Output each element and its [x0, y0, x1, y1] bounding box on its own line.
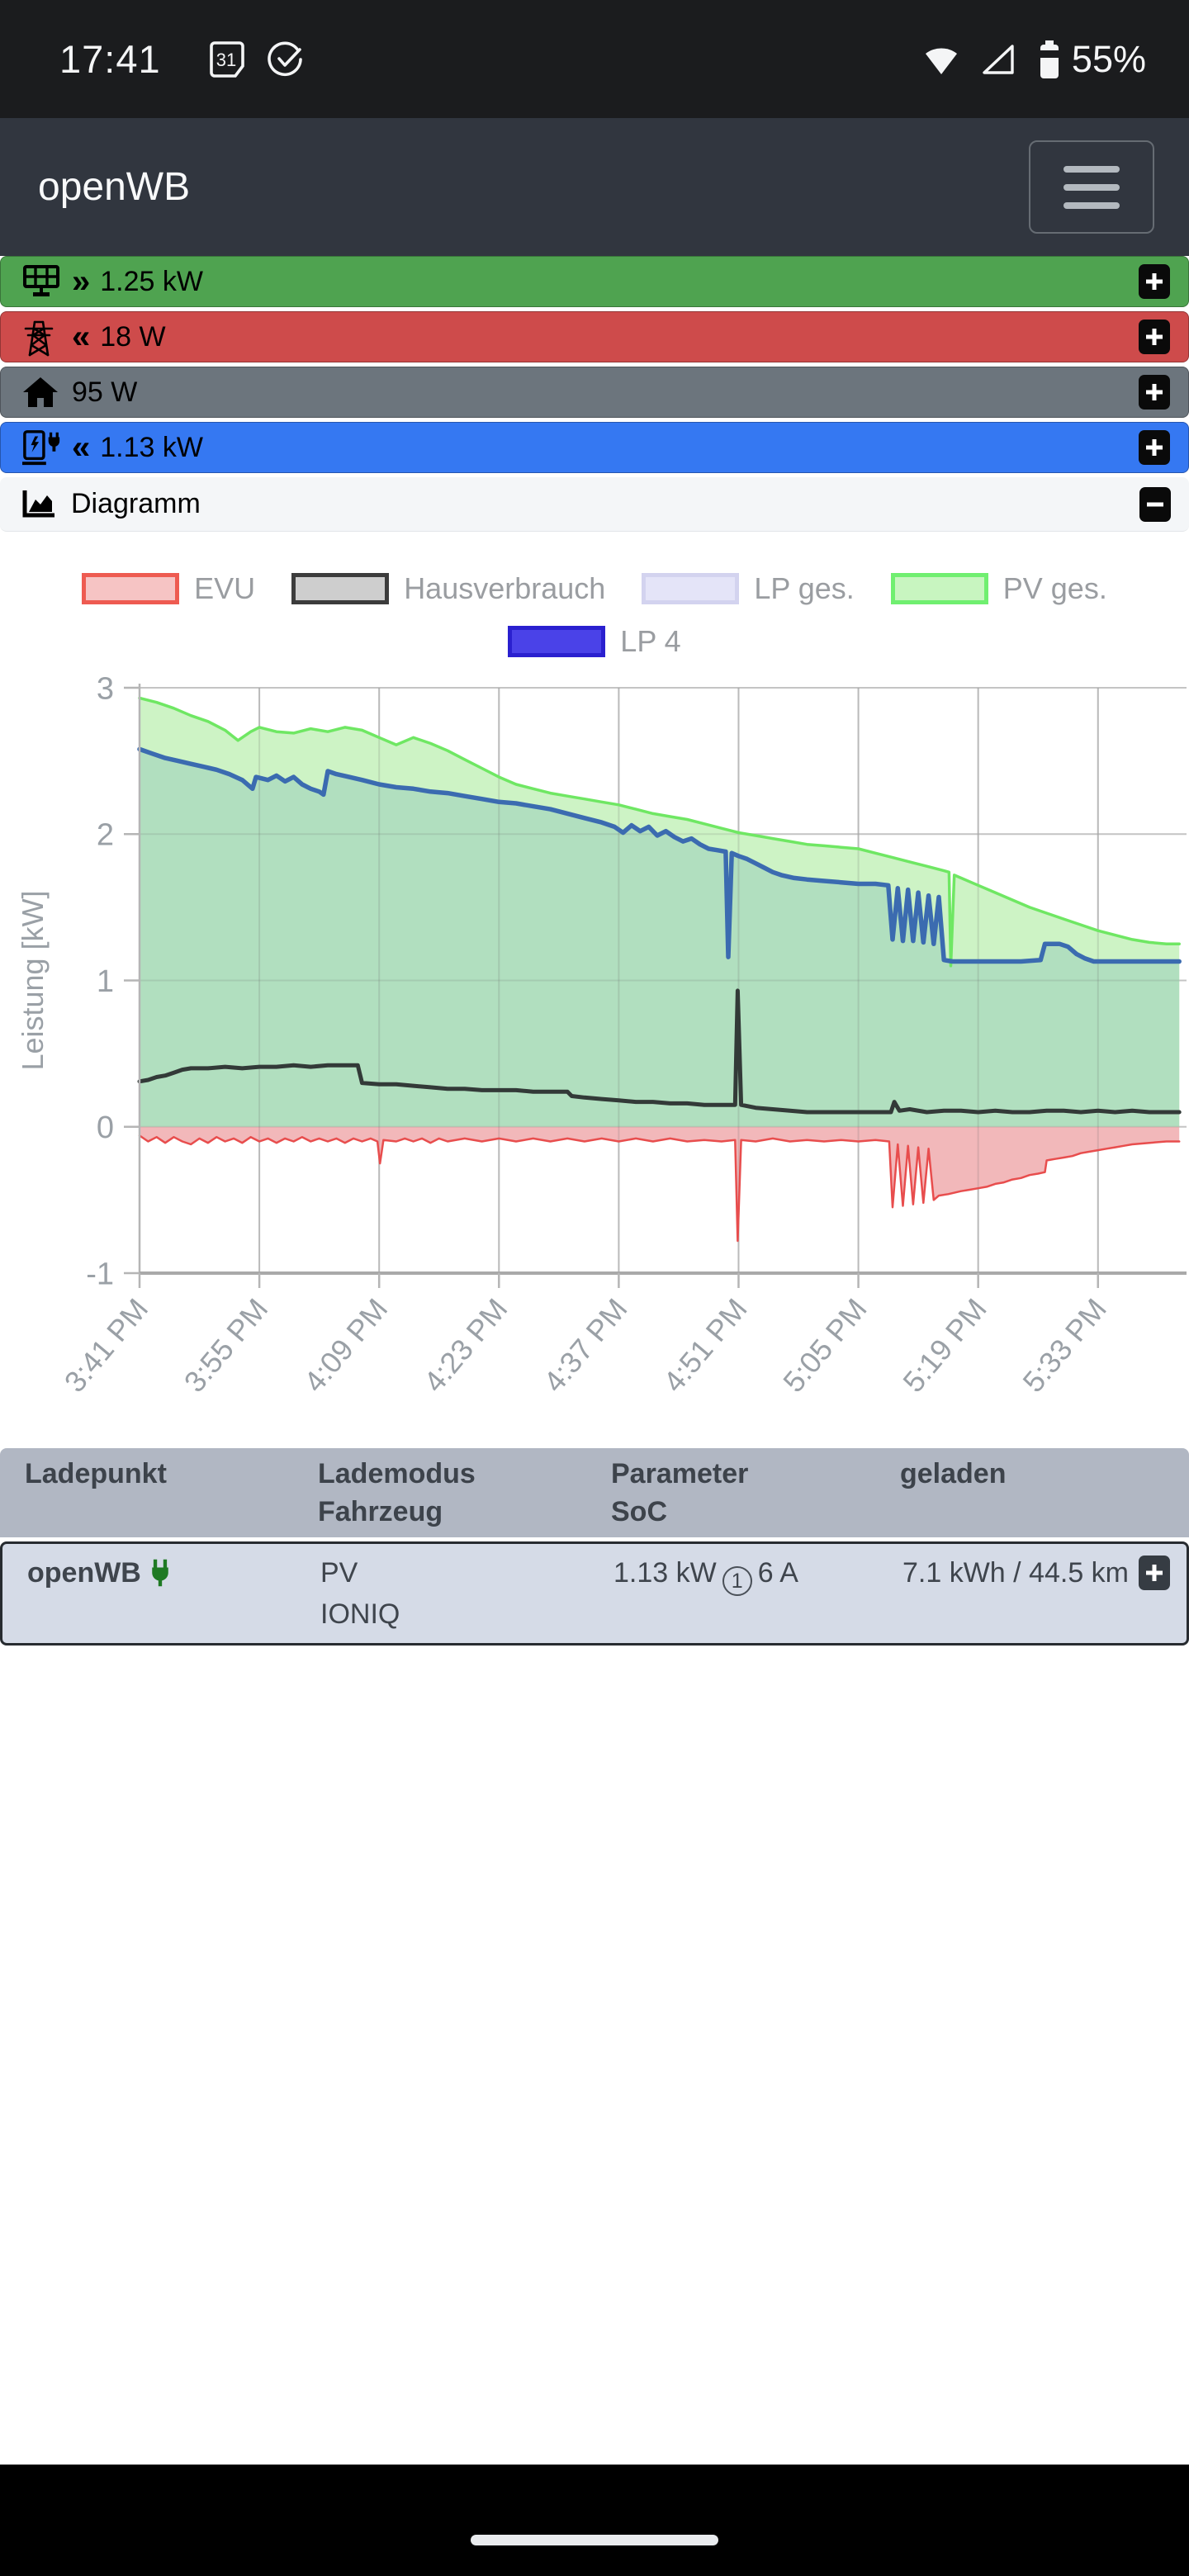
phase-count-badge: 1 [722, 1566, 752, 1596]
svg-text:4:09 PM: 4:09 PM [297, 1292, 395, 1399]
svg-text:2: 2 [97, 818, 114, 853]
svg-text:-1: -1 [86, 1257, 114, 1291]
house-icon [22, 376, 62, 409]
svg-text:4:23 PM: 4:23 PM [417, 1292, 514, 1399]
tile-pv-power[interactable]: » 1.25 kW [0, 256, 1189, 307]
svg-text:3:55 PM: 3:55 PM [178, 1292, 275, 1399]
flow-direction-arrow: « [72, 429, 91, 466]
svg-text:5:19 PM: 5:19 PM [896, 1292, 993, 1399]
transmission-tower-icon [22, 317, 62, 357]
check-circle-icon [267, 40, 305, 78]
chart-plot: 3 2 1 0 -13:41 PM 3:55 PM 4:09 PM 4:23 PM 4:37 P… [16, 671, 1187, 1399]
page-background [0, 1646, 1189, 2465]
expand-plus-button[interactable] [1139, 430, 1170, 465]
tile-house-power[interactable]: 95 W [0, 367, 1189, 418]
house-power-value: 95 W [72, 376, 138, 408]
svg-text:5:33 PM: 5:33 PM [1016, 1292, 1113, 1399]
svg-text:1: 1 [97, 964, 114, 999]
header-geladen: geladen [900, 1458, 1007, 1489]
home-gesture-pill[interactable] [471, 2535, 718, 2545]
legend-label: EVU [194, 571, 256, 605]
legend-swatch [890, 573, 988, 604]
table-row[interactable]: openWB PV IONIQ 1.13 kW 1 6 A 7.1 kWh / 44… [0, 1541, 1189, 1646]
tile-chargepoint-power[interactable]: « 1.13 kW [0, 422, 1189, 473]
cellular-signal-icon [981, 43, 1017, 76]
expand-plus-button[interactable] [1139, 375, 1170, 410]
charged-cell: 7.1 kWh / 44.5 km [902, 1557, 1129, 1589]
android-navigation-bar [0, 2465, 1189, 2576]
app-title: openWB [38, 165, 191, 209]
expand-plus-button[interactable] [1139, 320, 1170, 354]
diagram-section-title: Diagramm [71, 488, 201, 519]
svg-text:Leistung [kW]: Leistung [kW] [16, 890, 50, 1070]
diagram-section-header[interactable]: Diagramm [0, 477, 1189, 532]
grid-power-value: 18 W [100, 320, 166, 353]
calendar-icon: 31 [209, 40, 245, 78]
battery-icon [1039, 40, 1060, 78]
legend-label: PV ges. [1002, 571, 1107, 605]
charge-power-value: 1.13 kW [100, 431, 203, 463]
chart-legend: EVU Hausverbrauch LP ges. PV ges. LP 4 [0, 571, 1189, 659]
legend-swatch [291, 573, 390, 604]
tile-grid-power[interactable]: « 18 W [0, 311, 1189, 362]
diagram-panel: EVU Hausverbrauch LP ges. PV ges. LP 4 3 2 1 0 -… [0, 532, 1189, 1427]
solar-panel-icon [22, 264, 62, 299]
status-time: 17:41 [59, 37, 161, 81]
legend-swatch [82, 573, 180, 604]
legend-item[interactable]: PV ges. [890, 571, 1107, 606]
wifi-icon [923, 43, 959, 76]
hamburger-icon [1063, 165, 1120, 173]
battery-percent: 55% [1071, 37, 1146, 80]
header-lademodus-fahrzeug: Lademodus Fahrzeug [318, 1458, 476, 1527]
chargepoint-name-cell: openWB [27, 1552, 320, 1635]
legend-label: LP ges. [754, 571, 855, 605]
pv-power-value: 1.25 kW [100, 265, 203, 297]
legend-swatch [508, 626, 606, 657]
svg-text:4:37 PM: 4:37 PM [537, 1292, 634, 1399]
legend-label: Hausverbrauch [404, 571, 606, 605]
status-bar: 17:41 31 55% [0, 0, 1189, 118]
app-navbar: openWB [0, 118, 1189, 256]
charging-station-icon [22, 429, 62, 466]
legend-item[interactable]: LP 4 [508, 624, 681, 659]
chart-plot-wrap: 3 2 1 0 -1 3:41 PM 3:55 PM 4:09 PM 4:23 PM 4:37 P… [0, 667, 1189, 1427]
svg-text:4:51 PM: 4:51 PM [656, 1292, 754, 1399]
legend-swatch [642, 573, 740, 604]
flow-direction-arrow: « [72, 318, 91, 355]
legend-label: LP 4 [620, 624, 681, 658]
svg-text:3: 3 [97, 671, 114, 706]
chart-area-icon [21, 489, 61, 520]
parameter-cell: 1.13 kW 1 6 A [613, 1552, 902, 1635]
svg-text:3:41 PM: 3:41 PM [58, 1292, 155, 1399]
flow-direction-arrow: » [72, 263, 91, 300]
mode-vehicle-cell: PV IONIQ [320, 1557, 400, 1630]
expand-plus-button[interactable] [1139, 1556, 1170, 1590]
plug-connected-icon [152, 1559, 168, 1587]
svg-text:5:05 PM: 5:05 PM [776, 1292, 874, 1399]
svg-text:0: 0 [97, 1110, 114, 1145]
header-ladepunkt: Ladepunkt [25, 1458, 167, 1489]
hamburger-menu-button[interactable] [1029, 140, 1154, 234]
svg-text:31: 31 [216, 50, 235, 70]
legend-item[interactable]: Hausverbrauch [291, 571, 605, 606]
chargepoint-table: Ladepunkt Lademodus Fahrzeug Parameter S… [0, 1448, 1189, 1646]
legend-item[interactable]: LP ges. [642, 571, 855, 606]
expand-plus-button[interactable] [1139, 264, 1170, 299]
table-header: Ladepunkt Lademodus Fahrzeug Parameter S… [0, 1448, 1189, 1537]
legend-item[interactable]: EVU [82, 571, 255, 606]
collapse-minus-button[interactable] [1139, 486, 1171, 522]
header-parameter-soc: Parameter SoC [611, 1458, 749, 1527]
